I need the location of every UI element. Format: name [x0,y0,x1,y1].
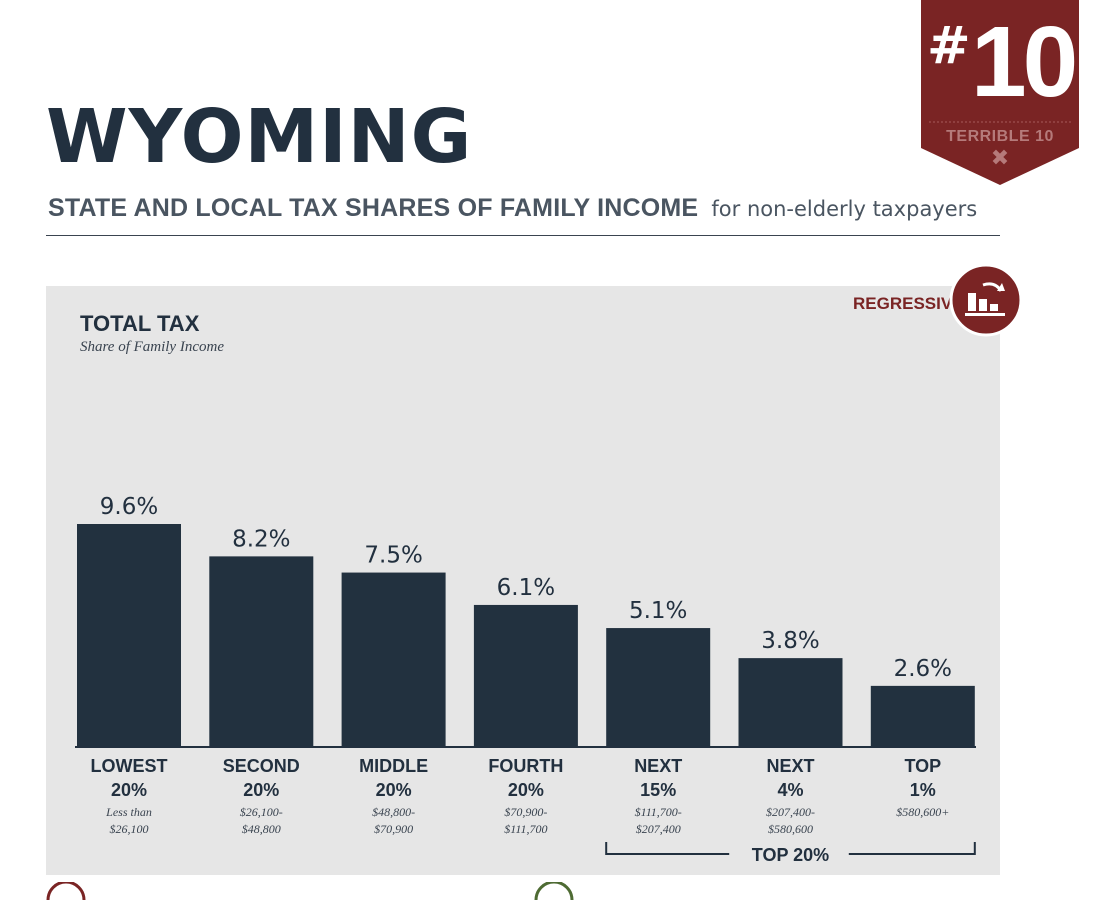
bar-2 [209,556,314,746]
header-divider [46,235,1000,236]
bar-3 [341,572,446,746]
income-range-label: $70,900- [504,805,547,819]
subtitle-qualifier: for non-elderly taxpayers [711,197,978,221]
category-share-label: 20% [376,780,412,800]
category-label: TOP [904,756,941,776]
category-label: SECOND [223,756,300,776]
income-range-label: $111,700 [504,822,547,836]
bar-7 [870,685,975,746]
income-range-label: $207,400 [636,822,681,836]
subtitle-main: STATE AND LOCAL TAX SHARES OF FAMILY INC… [48,194,699,222]
partial-circle-icon-left [46,882,86,901]
bar-value-label: 6.1% [497,575,555,601]
category-share-label: 1% [910,780,936,800]
bar-value-label: 9.6% [100,494,158,520]
income-range-label: $580,600 [768,822,813,836]
bar-4 [473,604,578,746]
income-range-label: Less than [105,805,152,819]
ranking-badge: # 10 TERRIBLE 10 ✖ [921,0,1079,185]
ribbon-badge-icon [921,0,1079,185]
bar-6 [738,658,843,746]
category-share-label: 20% [243,780,279,800]
rank-number: 10 [971,6,1078,118]
bar-value-label: 5.1% [629,598,687,624]
income-range-label: $26,100 [110,822,149,836]
income-range-label: $580,600+ [896,805,949,819]
bar-chart: 9.6% LOWEST 20% Less than $26,100 8.2% SECOND 2… [75,494,976,865]
income-range-label: $48,800- [372,805,415,819]
income-range-label: $48,800 [242,822,281,836]
bar-value-label: 3.8% [761,628,819,654]
category-share-label: 20% [508,780,544,800]
close-x-icon: ✖ [990,146,1010,171]
bracket-left [605,842,730,855]
bracket-right [848,842,976,855]
bar-value-label: 2.6% [894,656,952,682]
bracket-label: TOP 20% [752,845,829,865]
category-label: NEXT [766,756,814,776]
category-share-label: 20% [111,780,147,800]
category-label: NEXT [634,756,682,776]
regressive-chart-icon [949,263,1023,337]
category-label: MIDDLE [359,756,428,776]
category-label: FOURTH [488,756,563,776]
bar-value-label: 7.5% [364,543,422,569]
income-range-label: $70,900 [374,822,413,836]
category-label: LOWEST [91,756,168,776]
chart-title: TOTAL TAX [80,311,200,336]
income-range-label: $207,400- [766,805,815,819]
category-share-label: 4% [777,780,803,800]
page-subtitle: STATE AND LOCAL TAX SHARES OF FAMILY INC… [48,194,977,223]
rank-label: TERRIBLE 10 [946,128,1054,145]
bar-5 [606,628,711,746]
chart-panel: TOTAL TAX Share of Family Income REGRESS… [46,286,1000,875]
category-share-label: 15% [640,780,676,800]
income-range-label: $111,700- [635,805,682,819]
income-range-label: $26,100- [240,805,283,819]
bar-value-label: 8.2% [232,526,290,552]
regressive-label: REGRESSIVE [853,294,964,313]
bar-1 [77,524,181,746]
partial-circle-icon-right [534,882,574,901]
chart-subtitle: Share of Family Income [80,339,224,355]
state-title: WYOMING [46,94,473,180]
rank-hash: # [927,16,971,76]
